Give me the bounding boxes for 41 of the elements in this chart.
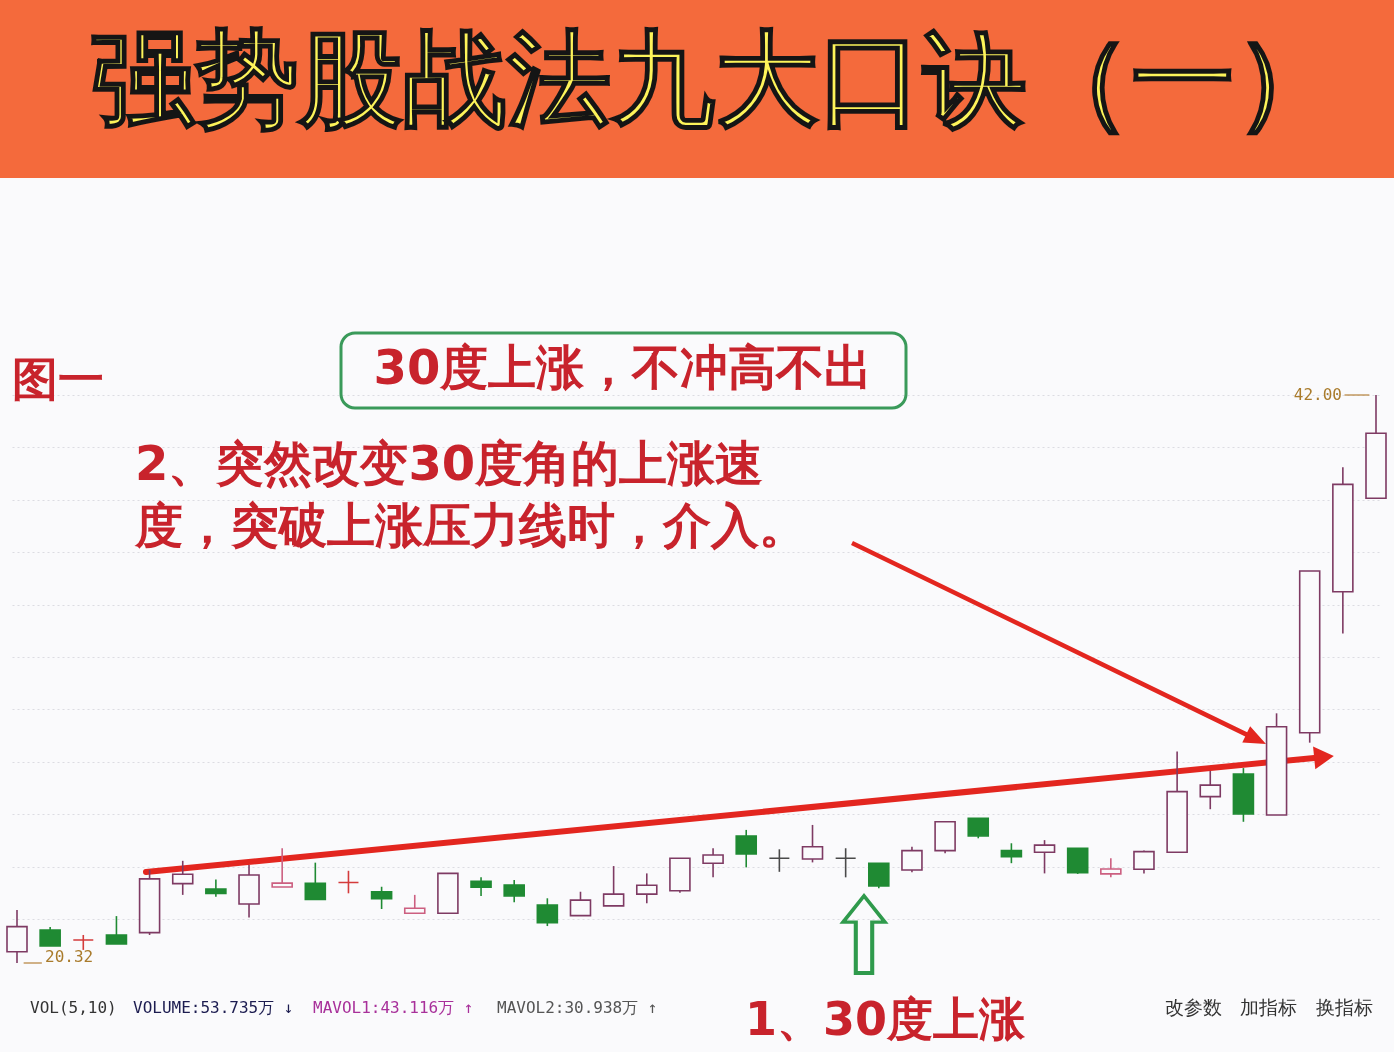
candlestick — [39, 926, 61, 947]
candlestick — [967, 817, 990, 840]
candlestick — [901, 845, 923, 874]
text: MAVOL2:30.938万 ↑ — [497, 998, 658, 1017]
text: 加指标 — [1240, 996, 1297, 1018]
candlestick — [569, 890, 592, 917]
candlestick — [105, 915, 128, 945]
annotation: 20.32 — [45, 947, 94, 966]
candlestick — [370, 885, 393, 910]
candlestick — [304, 861, 327, 901]
candlestick — [702, 847, 724, 879]
text: MAVOL1:43.116万 ↑ — [313, 998, 474, 1017]
candlestick — [72, 934, 95, 951]
candlestick — [337, 869, 360, 895]
candlestick — [536, 897, 559, 927]
text: VOLUME:53.735万 ↓ — [133, 998, 294, 1017]
candlestick — [868, 862, 890, 890]
candlestick — [834, 847, 857, 879]
candlestick — [768, 848, 791, 873]
candlestick — [1033, 839, 1056, 875]
text: 改参数 — [1165, 996, 1222, 1018]
candlestick — [1000, 842, 1023, 864]
candlestick — [635, 872, 658, 905]
candlestick — [1100, 857, 1122, 879]
candlestick — [602, 865, 625, 907]
text: VOL(5,10) — [30, 998, 117, 1017]
chart-title: 强势股战法九大口诀（一） — [91, 18, 1339, 140]
candlestick — [801, 824, 824, 864]
candlestick — [1199, 770, 1222, 811]
annotation: 2、突然改变30度角的上涨速度，突破上涨压力线时，介入。 — [134, 435, 807, 553]
candlestick — [503, 879, 525, 904]
text: 换指标 — [1316, 996, 1373, 1018]
candlestick — [271, 847, 293, 888]
candlestick — [470, 876, 492, 897]
annotation: 42.00 — [1293, 385, 1342, 404]
candlestick — [403, 894, 426, 915]
candlestick — [171, 860, 194, 896]
text: 1、30度上涨 — [745, 992, 1027, 1046]
candlestick — [735, 829, 758, 869]
annotation: 30度上涨，不冲高不出 — [373, 339, 873, 395]
annotation: 图一 — [12, 352, 104, 406]
